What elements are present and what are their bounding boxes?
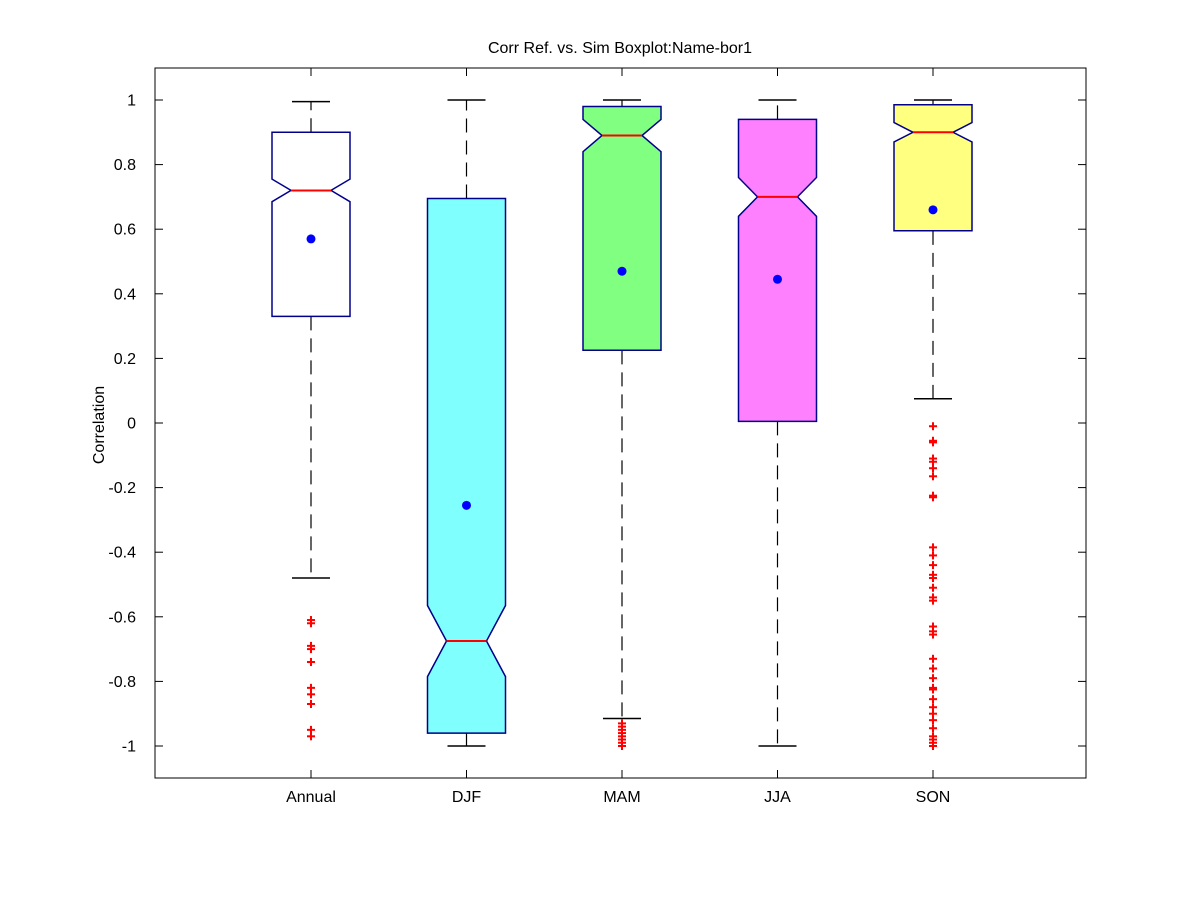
mean-marker — [306, 234, 316, 244]
y-tick-label: -1 — [122, 739, 136, 756]
y-tick-label: 0.6 — [114, 222, 136, 239]
outlier-marker — [307, 690, 315, 699]
outlier-marker — [929, 596, 937, 605]
outlier-marker — [929, 493, 937, 502]
outlier-marker — [307, 619, 315, 628]
mean-marker — [928, 205, 938, 215]
outlier-marker — [929, 583, 937, 592]
notched-box — [582, 105, 662, 352]
outlier-marker — [929, 742, 937, 750]
y-tick-label: -0.6 — [108, 609, 136, 626]
outlier-marker — [929, 464, 937, 473]
y-tick-label: -0.4 — [108, 545, 136, 562]
outlier-marker — [929, 438, 937, 447]
y-tick-label: -0.8 — [108, 674, 136, 691]
outlier-marker — [307, 658, 315, 667]
outlier-marker — [929, 574, 937, 583]
y-tick-label: 0.8 — [114, 157, 136, 174]
x-tick-label: MAM — [603, 789, 640, 806]
mean-marker — [462, 500, 471, 510]
outlier-marker — [929, 654, 937, 663]
axis-ticks: Annual DJF MAM JJA SON 1 0.8 0.6 0.4 0.2 0 -0.2 -0.4… — [108, 68, 1086, 806]
y-tick-label: 0.2 — [114, 351, 136, 368]
notched-box — [893, 104, 973, 232]
x-tick-label: SON — [916, 789, 951, 806]
outlier-marker — [929, 716, 937, 725]
x-tick-label: Annual — [286, 789, 336, 806]
outlier-marker — [618, 742, 626, 750]
box-group-son — [893, 99, 973, 750]
outlier-marker — [929, 724, 937, 733]
box-group-annual — [271, 100, 351, 741]
outlier-marker — [929, 664, 937, 673]
outlier-marker — [929, 695, 937, 704]
outlier-marker — [929, 472, 937, 481]
outlier-marker — [929, 630, 937, 639]
outlier-marker — [929, 543, 937, 552]
y-tick-label: -0.2 — [108, 480, 136, 497]
mean-marker — [773, 274, 782, 284]
outlier-marker — [929, 422, 937, 431]
box-group-djf — [426, 99, 507, 747]
box-group-jja — [737, 99, 818, 747]
outlier-marker — [929, 551, 937, 560]
box-group-mam — [582, 99, 662, 750]
mean-marker — [617, 266, 627, 276]
outlier-marker — [307, 700, 315, 709]
x-tick-label: DJF — [452, 789, 482, 806]
outlier-marker — [307, 645, 315, 654]
y-axis-label: Correlation — [91, 386, 108, 464]
outlier-marker — [307, 732, 315, 741]
notched-box — [271, 131, 351, 318]
notched-box — [737, 118, 818, 423]
axes-frame — [154, 67, 1087, 779]
x-tick-label: JJA — [764, 789, 791, 806]
y-tick-label: 0.4 — [114, 286, 136, 303]
notched-box — [426, 197, 507, 734]
outlier-marker — [929, 685, 937, 694]
outlier-marker — [929, 674, 937, 683]
outlier-marker — [929, 561, 937, 570]
plot-area — [271, 99, 973, 750]
y-tick-label: 0 — [127, 416, 136, 433]
y-tick-label: 1 — [127, 93, 136, 110]
chart-title: Corr Ref. vs. Sim Boxplot:Name-bor1 — [488, 40, 752, 57]
